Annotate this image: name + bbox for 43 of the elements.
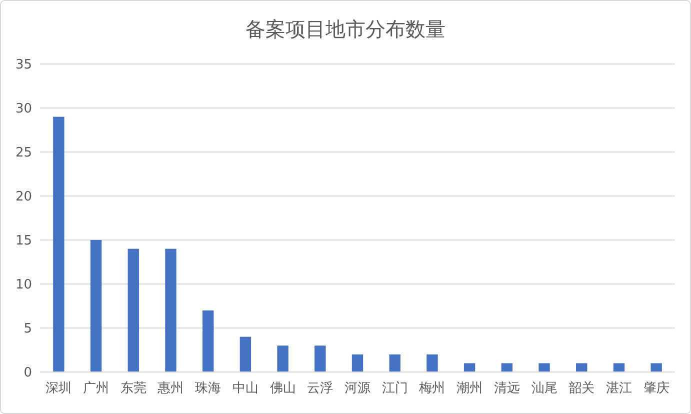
x-tick-label: 广州 <box>83 381 110 396</box>
bar <box>352 354 364 372</box>
x-tick-label: 湛江 <box>606 381 632 396</box>
bar <box>576 363 588 372</box>
bar <box>53 116 64 372</box>
bar <box>90 240 102 372</box>
bar <box>426 354 438 372</box>
x-tick-label: 江门 <box>382 380 408 396</box>
x-tick-label: 韶关 <box>568 381 595 396</box>
y-tick-label: 10 <box>15 278 32 293</box>
y-tick-label: 35 <box>15 58 32 73</box>
y-tick-label: 25 <box>15 146 32 161</box>
bar <box>464 363 476 372</box>
y-tick-label: 30 <box>15 102 32 117</box>
x-tick-label: 清远 <box>494 381 520 396</box>
bar <box>314 346 326 372</box>
x-tick-label: 珠海 <box>195 381 222 396</box>
bar <box>501 363 513 372</box>
x-tick-label: 惠州 <box>156 381 184 396</box>
x-tick-label: 潮州 <box>456 381 483 396</box>
bar <box>538 363 550 372</box>
y-tick-label: 15 <box>15 234 32 249</box>
chart-title: 备案项目地市分布数量 <box>246 17 446 41</box>
x-tick-label: 东莞 <box>120 381 146 396</box>
x-tick-label: 佛山 <box>270 381 296 396</box>
bar <box>613 363 625 372</box>
bar <box>202 310 214 372</box>
bar <box>165 248 176 372</box>
x-tick-label: 深圳 <box>46 381 72 396</box>
bar <box>389 354 400 372</box>
x-tick-label: 梅州 <box>418 381 446 396</box>
y-tick-label: 5 <box>24 322 32 337</box>
x-tick-label: 中山 <box>232 381 258 396</box>
bar <box>277 346 288 372</box>
x-tick-label: 河源 <box>344 381 370 396</box>
y-tick-label: 20 <box>15 190 32 205</box>
bar <box>240 336 252 372</box>
x-tick-label: 云浮 <box>307 381 334 396</box>
bar <box>128 248 139 372</box>
x-tick-label: 肇庆 <box>643 381 670 396</box>
y-tick-label: 0 <box>24 366 32 381</box>
bar <box>650 363 662 372</box>
x-tick-label: 汕尾 <box>531 381 558 396</box>
